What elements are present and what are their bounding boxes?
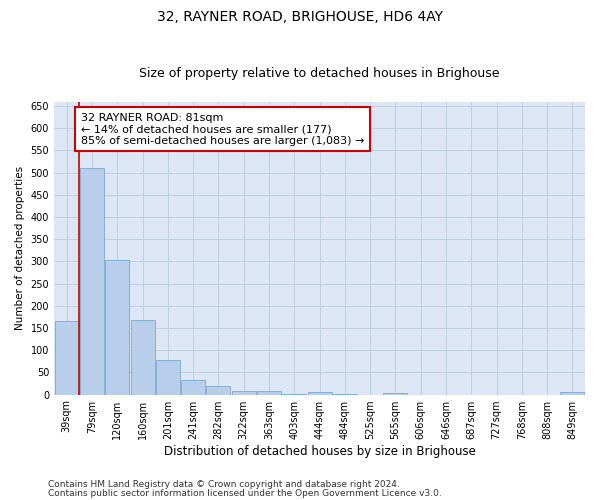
Bar: [80, 168, 104, 394]
Bar: [232, 392, 256, 394]
Bar: [560, 392, 584, 394]
Bar: [55, 322, 79, 394]
Bar: [206, 386, 230, 394]
Bar: [383, 393, 407, 394]
Bar: [156, 360, 180, 394]
Text: 32 RAYNER ROAD: 81sqm
← 14% of detached houses are smaller (177)
85% of semi-det: 32 RAYNER ROAD: 81sqm ← 14% of detached …: [80, 112, 364, 146]
Text: Contains public sector information licensed under the Open Government Licence v3: Contains public sector information licen…: [48, 488, 442, 498]
Bar: [105, 260, 129, 394]
Text: Contains HM Land Registry data © Crown copyright and database right 2024.: Contains HM Land Registry data © Crown c…: [48, 480, 400, 489]
Y-axis label: Number of detached properties: Number of detached properties: [15, 166, 25, 330]
Title: Size of property relative to detached houses in Brighouse: Size of property relative to detached ho…: [139, 66, 500, 80]
Bar: [308, 392, 332, 394]
X-axis label: Distribution of detached houses by size in Brighouse: Distribution of detached houses by size …: [164, 444, 475, 458]
Bar: [257, 391, 281, 394]
Bar: [181, 380, 205, 394]
Bar: [131, 320, 155, 394]
Text: 32, RAYNER ROAD, BRIGHOUSE, HD6 4AY: 32, RAYNER ROAD, BRIGHOUSE, HD6 4AY: [157, 10, 443, 24]
